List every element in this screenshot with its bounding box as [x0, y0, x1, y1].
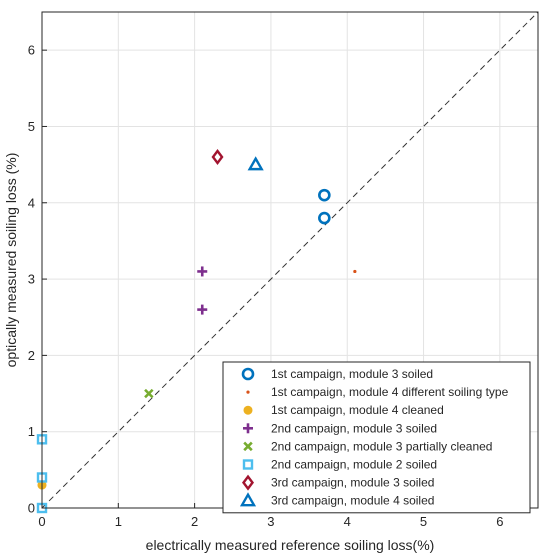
y-tick-label: 1	[28, 424, 35, 439]
y-axis-label: optically measured soiling loss (%)	[3, 153, 19, 368]
data-point-triangle	[247, 156, 264, 171]
y-tick-label: 0	[28, 501, 35, 516]
legend-label: 2nd campaign, module 3 soiled	[271, 421, 437, 435]
legend-marker-square	[242, 459, 254, 470]
legend-marker-circle	[241, 367, 255, 381]
legend-box	[222, 361, 531, 514]
x-tick-label: 6	[496, 514, 503, 529]
x-tick-label: 5	[420, 514, 427, 529]
legend-marker-x	[243, 441, 253, 452]
legend-marker-triangle	[239, 492, 257, 507]
legend-marker-plus	[243, 423, 253, 434]
legend-marker-diamond	[242, 474, 254, 491]
x-axis-label: electrically measured reference soiling …	[146, 537, 435, 553]
y-tick-label: 6	[28, 43, 35, 58]
legend-label: 3rd campaign, module 3 soiled	[271, 476, 434, 490]
legend-marker-filled-circle	[243, 405, 253, 415]
legend-label: 1st campaign, module 3 soiled	[271, 367, 433, 381]
data-point-plus	[197, 266, 208, 277]
y-tick-labels: 0 1 2 3 4 5 6	[28, 43, 47, 516]
x-tick-label: 0	[38, 514, 45, 529]
y-tick-label: 3	[28, 272, 35, 287]
legend-label: 1st campaign, module 4 cleaned	[271, 403, 444, 417]
legend-label: 1st campaign, module 4 different soiling…	[271, 385, 509, 399]
data-point-circle	[318, 211, 331, 225]
data-point-x	[144, 388, 154, 399]
y-tick-label: 4	[28, 195, 35, 210]
grid-lines	[41, 12, 538, 509]
x-tick-label: 1	[115, 514, 122, 529]
x-tick-label: 3	[267, 514, 274, 529]
data-point-circle	[318, 188, 331, 202]
legend-label: 2nd campaign, module 3 partially cleaned	[271, 439, 492, 453]
y-tick-label: 2	[28, 348, 35, 363]
legend-label: 2nd campaign, module 2 soiled	[271, 458, 437, 472]
data-point-plus	[197, 304, 208, 315]
reference-diagonal-line	[41, 11, 539, 509]
x-tick-label: 4	[344, 514, 351, 529]
legend: 1st campaign, module 3 soiled 1st campaig…	[222, 361, 531, 514]
legend-marker-dot	[246, 390, 250, 394]
legend-label: 3rd campaign, module 4 soiled	[271, 494, 434, 508]
data-point-diamond	[211, 148, 224, 165]
x-tick-label: 2	[191, 514, 198, 529]
y-tick-label: 5	[28, 119, 35, 134]
data-point-dot	[353, 269, 357, 274]
